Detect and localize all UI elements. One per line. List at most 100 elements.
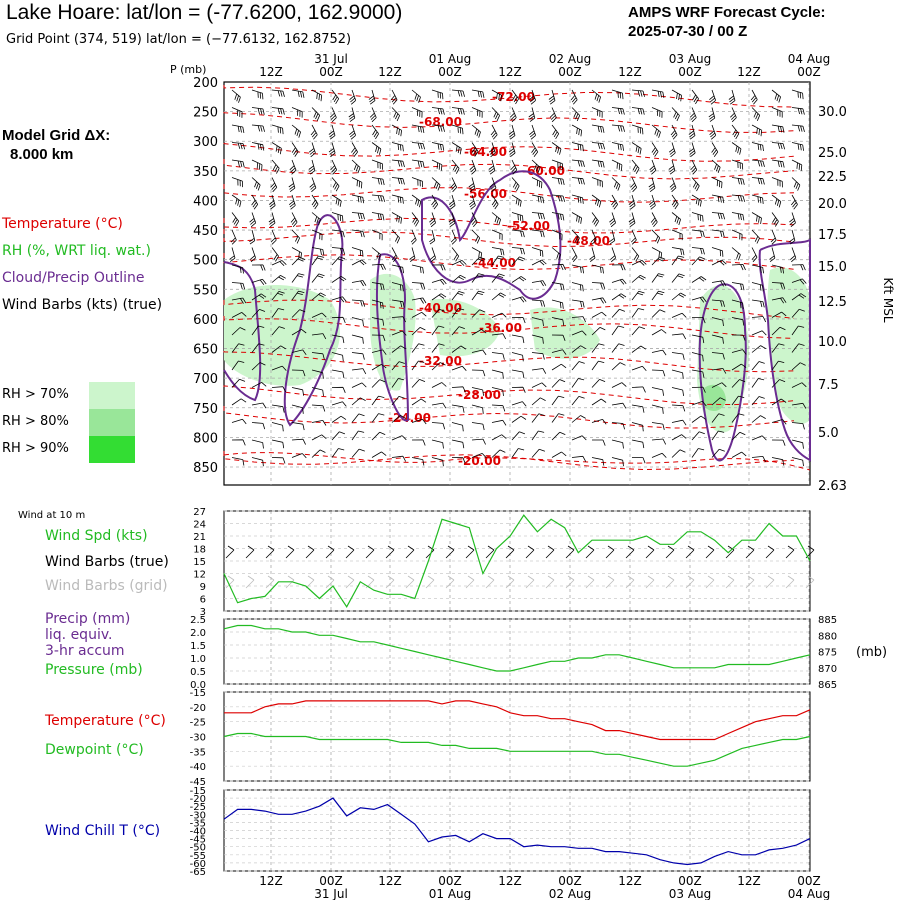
- wind-barb: [470, 212, 478, 228]
- wind-barb: [651, 142, 659, 157]
- cloud-outline-1: [283, 214, 344, 427]
- wind-barb: [329, 107, 337, 123]
- true-wind-barb: [445, 545, 455, 559]
- wind-barb: [271, 291, 285, 301]
- wind-barb: [571, 455, 587, 462]
- wind-barb: [671, 194, 679, 210]
- wind-barb: [731, 212, 745, 221]
- wind-barb: [411, 327, 426, 336]
- wind-barb: [251, 194, 259, 210]
- wind-barb: [771, 89, 781, 103]
- wind-barb: [531, 159, 541, 174]
- wind-barb: [249, 212, 257, 228]
- wind-barb: [791, 142, 804, 151]
- wind-barb: [351, 194, 365, 204]
- temperature-contour-label-12: -24.00: [388, 411, 431, 425]
- wind-barb: [471, 438, 486, 445]
- wind-barb: [671, 229, 683, 241]
- wind-barb: [631, 107, 645, 115]
- pressure-tick-600: 600: [193, 313, 218, 328]
- wind-barb: [571, 345, 586, 353]
- wind-barb: [611, 343, 625, 353]
- grid-wind-barb: [785, 575, 795, 589]
- wind-barb: [511, 352, 524, 362]
- grid-wind-barb: [625, 575, 635, 589]
- wind-barb: [471, 453, 487, 459]
- wind-barb: [751, 159, 765, 168]
- wind-barb: [771, 194, 782, 208]
- wind-barb: [631, 345, 647, 353]
- wind-barb: [771, 343, 785, 353]
- wind-barb: [631, 326, 646, 336]
- rh80-swatch: [89, 409, 135, 436]
- wind-barb: [791, 343, 805, 353]
- bottom-hour-label-7: 00Z: [678, 874, 702, 888]
- wind-barb: [391, 435, 407, 441]
- wind-barb: [591, 212, 599, 227]
- wind-barb: [471, 273, 485, 283]
- wind-barb: [551, 263, 566, 271]
- wind-tick-15: 15: [193, 557, 206, 568]
- wind-barb: [751, 316, 767, 323]
- legend-temperature: Temperature (°C): [2, 216, 123, 232]
- wind-barb: [271, 247, 279, 262]
- wind-barb: [471, 404, 484, 414]
- pressure-tick-550: 550: [193, 283, 218, 298]
- wind-barb: [611, 439, 624, 449]
- wind-barb: [271, 107, 285, 115]
- wind-barb: [589, 247, 596, 263]
- wind-barb: [290, 212, 298, 227]
- wind-barb: [451, 247, 460, 262]
- wind-barb: [231, 264, 244, 274]
- bottom-date-label-2: 02 Aug: [549, 887, 592, 900]
- wind-barb: [511, 317, 526, 324]
- wind-barb: [331, 296, 347, 303]
- wind-barb: [611, 107, 625, 115]
- wind-barb: [511, 276, 527, 283]
- wind-barb: [551, 363, 567, 371]
- temperature-contour-8: [223, 299, 795, 319]
- grid-wind-barb: [385, 575, 395, 589]
- wind-barb: [249, 247, 256, 263]
- wind-barb: [671, 292, 686, 301]
- wind-barb: [511, 369, 525, 378]
- wind-barb: [592, 439, 606, 446]
- wind-barb: [551, 349, 567, 355]
- dewpoint-line: [223, 732, 811, 767]
- wind-barb: [631, 259, 647, 266]
- wind-barb: [311, 404, 326, 412]
- wind-barb: [251, 264, 266, 271]
- wind-barb: [711, 448, 725, 458]
- legend-rh70: RH > 70%: [2, 387, 69, 402]
- wind-barb: [711, 247, 724, 257]
- wind-barb: [471, 229, 481, 244]
- wind-barb: [611, 308, 626, 318]
- grid-wind-barb: [525, 575, 535, 589]
- true-wind-barb: [245, 545, 255, 559]
- windchill-tick--40: -40: [190, 827, 206, 838]
- wind-barb: [551, 247, 561, 261]
- wind-barb: [448, 194, 456, 210]
- wind-barb: [531, 352, 545, 360]
- wind-barb: [251, 402, 267, 409]
- wind-barb: [671, 434, 687, 441]
- wind-barb: [628, 194, 636, 210]
- top-date-label-3: 03 Aug: [669, 52, 712, 66]
- wind-barb: [371, 299, 384, 309]
- wind-barb: [251, 457, 264, 467]
- wind-barb: [291, 349, 307, 356]
- wind-barb: [531, 280, 547, 287]
- wind-barb: [691, 415, 707, 423]
- wind-barb: [331, 177, 340, 192]
- wind-barb: [751, 229, 760, 244]
- precip-tick-3: 1.0: [190, 654, 206, 665]
- wind-barb: [271, 142, 282, 155]
- wind-barb: [631, 159, 640, 174]
- wind-barb: [591, 311, 607, 318]
- wind-barb: [431, 177, 441, 191]
- wind-barb: [691, 276, 707, 283]
- wind-barb: [229, 247, 236, 263]
- wind-barb: [731, 363, 747, 371]
- wind-barb: [308, 142, 316, 158]
